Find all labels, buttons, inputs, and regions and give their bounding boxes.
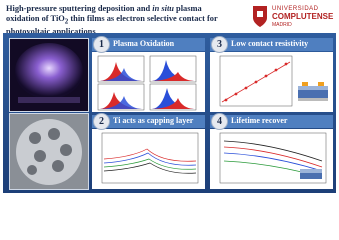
logo-line: UNIVERSIDAD <box>272 6 319 12</box>
panel-body <box>92 129 205 189</box>
content-frame: 1 Plasma Oxidation 3 Low contact resisti… <box>3 33 336 193</box>
panel-number: 1 <box>93 36 110 53</box>
panel-number: 4 <box>211 113 228 130</box>
logo-line: COMPLUTENSE <box>272 12 334 21</box>
title-text: in situ <box>152 4 174 13</box>
panel-header <box>92 115 205 128</box>
capping-plot <box>101 132 199 184</box>
panel-title: Plasma Oxidation <box>113 39 175 48</box>
panel-header <box>92 38 205 51</box>
panel-header <box>210 115 333 128</box>
title-text: plasma oxidation of TiO <box>6 4 202 23</box>
logo: UNIVERSIDAD COMPLUTENSE MADRID <box>250 4 336 28</box>
wafer-photo <box>9 113 89 190</box>
title: High-pressure sputtering deposition and … <box>6 4 234 37</box>
panel-body <box>92 52 205 112</box>
plasma-photo <box>9 38 89 112</box>
panel-number: 3 <box>211 36 228 53</box>
panel-title: Lifetime recover <box>231 116 288 125</box>
panel: 4 Lifetime recover <box>210 113 333 189</box>
panel-title: Low contact resistivity <box>231 39 309 48</box>
panel-number: 2 <box>93 113 110 130</box>
resistivity-plot <box>219 55 328 107</box>
logo-text: UNIVERSIDAD COMPLUTENSE MADRID <box>272 5 333 29</box>
lifetime-plot <box>219 132 327 184</box>
title-text: High-pressure sputtering deposition and <box>6 4 153 13</box>
title-text: 2 <box>64 17 69 26</box>
title-text: thin films as electron selective contact… <box>6 14 218 36</box>
panel-body <box>210 129 333 189</box>
graphical-abstract: {"header":{"title":["High-pressure sputt… <box>3 4 336 193</box>
panel: 3 Low contact resistivity <box>210 36 333 112</box>
panel: 2 Ti acts as capping layer <box>92 113 205 189</box>
logo-emblem <box>253 6 267 27</box>
panel-header <box>210 38 333 51</box>
panel: 1 Plasma Oxidation <box>92 36 205 112</box>
panel-title: Ti acts as capping layer <box>113 116 194 125</box>
logo-line: MADRID <box>272 22 292 28</box>
panel-body <box>210 52 333 112</box>
xps-plots <box>97 55 197 111</box>
